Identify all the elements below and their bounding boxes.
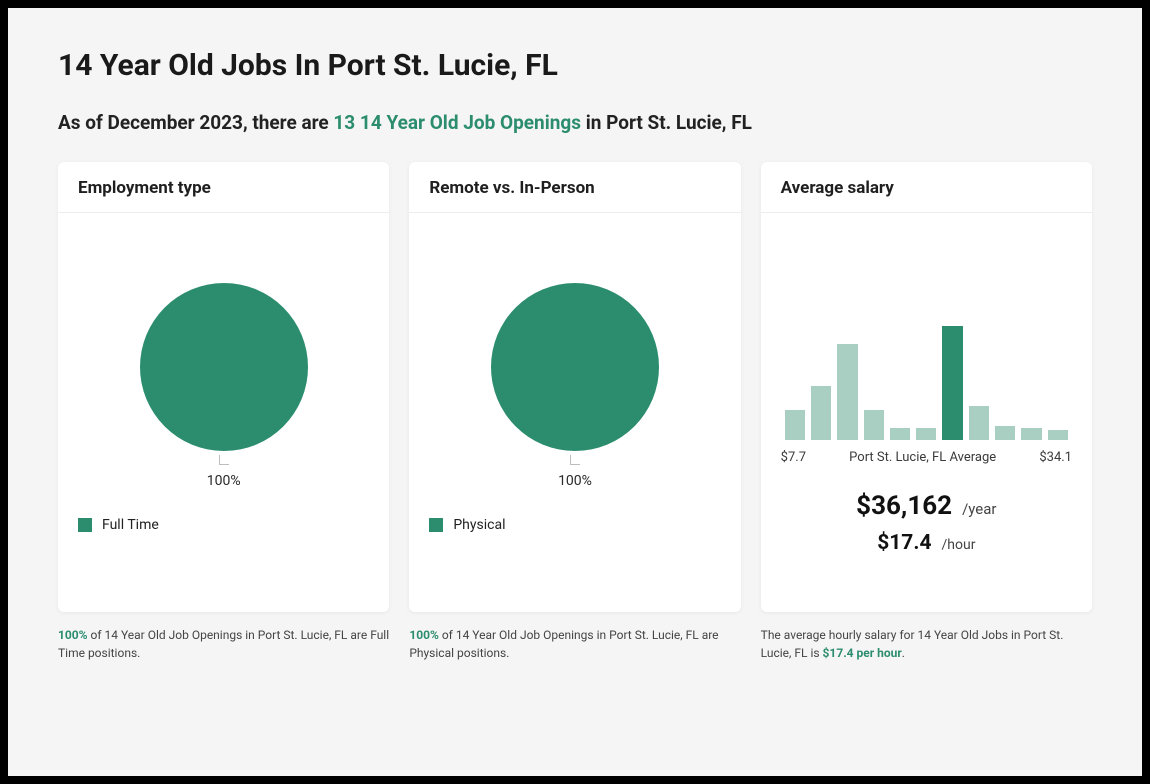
card-remote-vs-inperson-wrap: Remote vs. In-Person 100% Physical [409,162,740,662]
pie-center-label: 100% [207,473,241,489]
card-employment-type: Employment type 100% Full Time [58,162,389,612]
card-average-salary-wrap: Average salary $7.7 Port St. Lucie, FL A… [761,162,1092,662]
histogram-bar [864,410,884,440]
card-head: Average salary [761,162,1092,213]
card-head: Employment type [58,162,389,213]
legend-label: Full Time [102,517,159,533]
card-head: Remote vs. In-Person [409,162,740,213]
histogram-bar [969,406,989,440]
histogram-bar [995,426,1015,440]
salary-yearly: $36,162 /year [856,491,996,521]
page-subtitle: As of December 2023, there are 13 14 Yea… [58,111,1092,134]
caption-rest: of 14 Year Old Job Openings in Port St. … [409,628,718,660]
card-caption: 100% of 14 Year Old Job Openings in Port… [409,626,740,662]
cards-row: Employment type 100% Full Time [58,162,1092,662]
salary-hourly-value: $17.4 [877,531,931,555]
legend-swatch [429,518,443,532]
histogram-bar [837,344,857,440]
legend: Physical [429,517,505,533]
page-title: 14 Year Old Jobs In Port St. Lucie, FL [58,48,1092,83]
pie-chart: 100% [429,283,720,489]
card-title: Remote vs. In-Person [429,178,720,198]
axis-left-label: $7.7 [781,450,806,465]
histogram-bar [811,386,831,440]
subtitle-suffix: in Port St. Lucie, FL [581,111,752,134]
caption-suffix: . [902,646,905,660]
histogram-bar [916,428,936,440]
salary-yearly-unit: /year [962,500,996,518]
salary-hourly-unit: /hour [942,537,976,553]
histogram: $7.7 Port St. Lucie, FL Average $34.1 $3… [781,320,1072,555]
card-caption: The average hourly salary for 14 Year Ol… [761,626,1092,662]
subtitle-prefix: As of December 2023, there are [58,111,333,134]
caption-rest: of 14 Year Old Job Openings in Port St. … [58,628,389,660]
pie-chart: 100% [78,283,369,489]
pie-callout [219,455,229,465]
legend-label: Physical [453,517,505,533]
histogram-bar [1048,430,1068,440]
histogram-bars-area [781,320,1072,440]
caption-accent: $17.4 per hour [823,646,902,660]
histogram-bar [890,428,910,440]
axis-right-label: $34.1 [1039,450,1072,465]
pie-slice-physical [491,283,659,451]
axis-mid-label: Port St. Lucie, FL Average [849,450,996,465]
card-title: Average salary [781,178,1072,198]
histogram-bars [781,320,1072,440]
pie-slice-full-time [140,283,308,451]
pie-callout [570,455,580,465]
histogram-axis: $7.7 Port St. Lucie, FL Average $34.1 [781,450,1072,465]
card-caption: 100% of 14 Year Old Job Openings in Port… [58,626,389,662]
card-body: $7.7 Port St. Lucie, FL Average $34.1 $3… [761,213,1092,612]
histogram-bar [1021,428,1041,440]
caption-prefix: The average hourly salary for 14 Year Ol… [761,628,1064,660]
caption-accent: 100% [409,628,439,642]
page: 14 Year Old Jobs In Port St. Lucie, FL A… [8,8,1142,776]
pie-center-label: 100% [558,473,592,489]
histogram-bar [942,326,962,440]
legend: Full Time [78,517,159,533]
legend-swatch [78,518,92,532]
histogram-bar [785,410,805,440]
subtitle-highlight: 13 14 Year Old Job Openings [333,111,581,134]
card-remote-vs-inperson: Remote vs. In-Person 100% Physical [409,162,740,612]
card-employment-type-wrap: Employment type 100% Full Time [58,162,389,662]
card-title: Employment type [78,178,369,198]
salary-yearly-value: $36,162 [856,491,952,521]
caption-accent: 100% [58,628,88,642]
card-body: 100% Physical [409,213,740,612]
salary-hourly: $17.4 /hour [877,531,975,555]
card-body: 100% Full Time [58,213,389,612]
card-average-salary: Average salary $7.7 Port St. Lucie, FL A… [761,162,1092,612]
